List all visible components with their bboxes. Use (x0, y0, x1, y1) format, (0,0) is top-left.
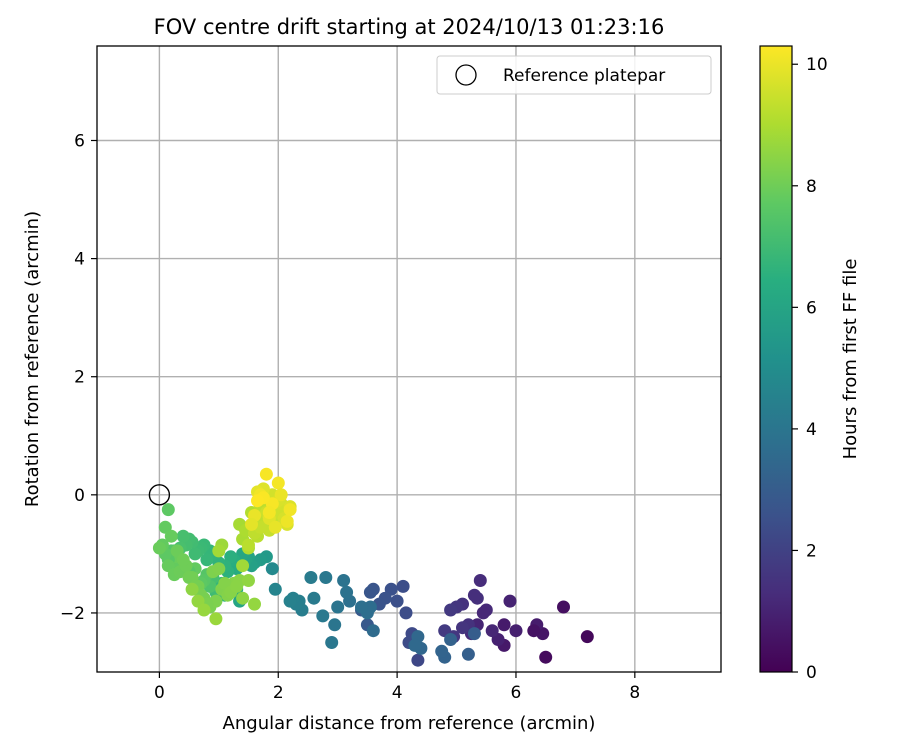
colorbar-tick-label: 10 (806, 55, 828, 75)
scatter-point (539, 650, 553, 664)
scatter-point (337, 574, 351, 587)
scatter-point (396, 579, 410, 593)
scatter-point (557, 600, 570, 614)
scatter-point (473, 574, 487, 587)
scatter-point (319, 571, 333, 584)
x-tick-label: 0 (154, 683, 165, 703)
colorbar-tick-label: 8 (806, 177, 817, 197)
colorbar-tick-label: 2 (806, 541, 817, 561)
y-axis-ticks: −2 0 2 4 6 (60, 131, 97, 624)
scatter-point (188, 547, 202, 561)
reference-marker-layer (148, 484, 171, 506)
legend: Reference platepar (436, 55, 712, 95)
x-tick-label: 4 (392, 683, 403, 703)
scatter-point (316, 609, 330, 623)
scatter-point (176, 529, 190, 543)
y-tick-label: 2 (74, 368, 85, 388)
scatter-point (242, 538, 255, 552)
scatter-point (230, 579, 244, 593)
scatter-point (497, 618, 511, 632)
scatter-point (262, 506, 276, 519)
scatter-point (408, 638, 422, 652)
scatter-point (164, 529, 178, 543)
scatter-point (467, 588, 481, 602)
scatter-point (197, 603, 211, 617)
scatter-point (444, 603, 458, 617)
scatter-point (390, 594, 404, 608)
scatter-point (509, 624, 523, 638)
x-tick-label: 8 (629, 683, 640, 703)
scatter-point (331, 600, 345, 614)
colorbar-gradient (759, 45, 793, 673)
scatter-point (259, 467, 273, 481)
y-tick-label: 4 (74, 250, 85, 270)
scatter-point (271, 476, 285, 490)
scatter-point (161, 503, 175, 517)
scatter-point (366, 624, 380, 638)
scatter-point (411, 653, 425, 667)
chart-title: FOV centre drift starting at 2024/10/13 … (154, 15, 665, 39)
scatter-point (236, 591, 250, 605)
scatter-point (185, 582, 199, 596)
scatter-point (328, 618, 342, 632)
scatter-point (280, 514, 294, 528)
scatter-point (307, 591, 321, 605)
legend-reference-marker (455, 64, 477, 86)
colorbar-label: Hours from first FF file (840, 259, 861, 460)
scatter-point (248, 597, 261, 611)
scatter-points (152, 467, 594, 667)
scatter-point (245, 517, 258, 531)
x-axis-ticks: 0 2 4 6 8 (154, 672, 640, 703)
scatter-point (456, 621, 469, 635)
colorbar-ticks: 0 2 4 6 8 10 (792, 55, 828, 683)
scatter-point (325, 636, 339, 649)
y-tick-label: 0 (74, 486, 85, 506)
scatter-point (236, 559, 250, 573)
scatter-point (242, 574, 255, 587)
scatter-point (209, 612, 223, 626)
x-axis-label: Angular distance from reference (arcmin) (223, 713, 596, 734)
scatter-point (251, 494, 264, 508)
scatter-point (503, 594, 517, 608)
scatter-point (283, 594, 297, 608)
scatter-point (476, 606, 490, 620)
scatter-point (265, 562, 279, 576)
scatter-point (461, 647, 475, 661)
scatter-point (444, 633, 458, 646)
scatter-point (268, 582, 282, 596)
y-tick-label: −2 (60, 604, 85, 624)
colorbar-tick-label: 4 (806, 420, 817, 440)
legend-box (436, 55, 712, 95)
scatter-point (200, 553, 214, 567)
colorbar-tick-label: 6 (806, 298, 817, 318)
scatter-point (152, 541, 166, 555)
scatter-point (212, 562, 226, 576)
scatter-point (340, 585, 354, 599)
scatter-point (485, 624, 499, 638)
scatter-point (580, 630, 594, 644)
scatter-point (304, 571, 318, 584)
scatter-point (363, 585, 377, 599)
colorbar: 0 2 4 6 8 10 Hours from first FF file (759, 45, 861, 683)
scatter-point (212, 544, 226, 558)
legend-label: Reference platepar (503, 66, 665, 86)
scatter-point (467, 627, 481, 641)
plot-frame (96, 45, 722, 673)
scatter-point (527, 624, 541, 638)
scatter-point (435, 644, 449, 658)
x-tick-label: 6 (511, 683, 522, 703)
scatter-point (283, 503, 297, 517)
reference-platepar-marker (148, 484, 171, 506)
y-tick-label: 6 (74, 131, 85, 151)
scatter-point (268, 520, 282, 534)
y-axis-label: Rotation from reference (arcmin) (22, 211, 43, 507)
scatter-point (355, 600, 368, 614)
x-tick-label: 2 (273, 683, 284, 703)
colorbar-tick-label: 0 (806, 663, 817, 683)
scatter-point (176, 553, 190, 567)
scatter-point (274, 488, 288, 502)
scatter-point (399, 606, 413, 620)
